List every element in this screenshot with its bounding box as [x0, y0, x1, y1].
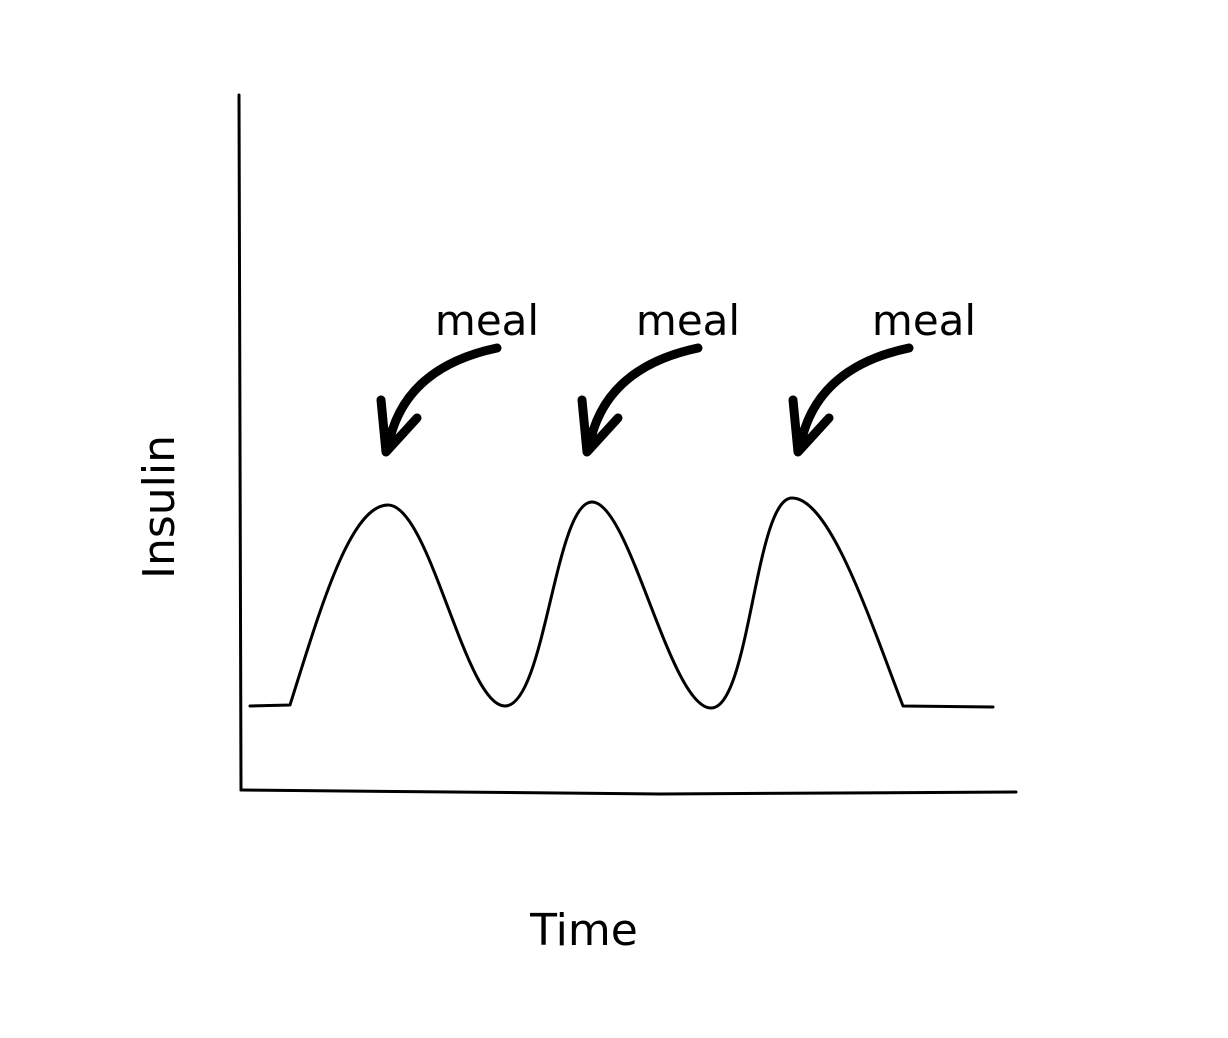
- y-axis-label: Insulin: [134, 435, 185, 579]
- meal-arrow: [577, 343, 703, 457]
- annotation: meal: [435, 296, 539, 345]
- meal-arrow: [376, 343, 502, 457]
- y-axis: [237, 93, 243, 792]
- x-axis: [239, 788, 1018, 796]
- annotation: meal: [636, 296, 740, 345]
- x-axis-label: Time: [529, 905, 638, 956]
- meal-arrow: [788, 343, 914, 457]
- insulin-curve: [248, 496, 995, 710]
- annotation: meal: [872, 296, 976, 345]
